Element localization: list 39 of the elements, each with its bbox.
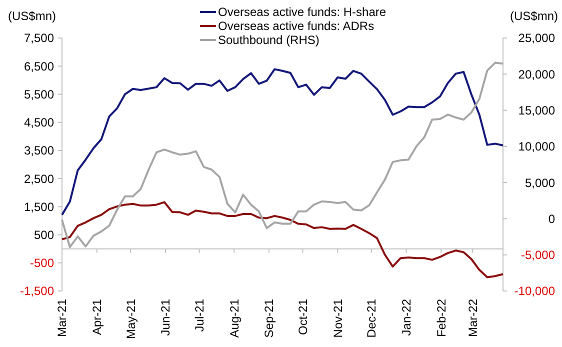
x-tick-label: Aug-21 (227, 298, 242, 338)
y2-tick-label: 0 (548, 212, 556, 226)
y-tick-label: 3,500 (24, 144, 54, 158)
y-tick-label: 6,500 (24, 59, 54, 74)
line-series (61, 62, 504, 248)
y-tick-label: 7,500 (24, 31, 54, 46)
line-series (61, 68, 504, 216)
x-tick-label: Sep-21 (262, 298, 276, 338)
y-tick-label: 2,500 (24, 172, 54, 186)
x-tick-label: Dec-21 (364, 298, 379, 338)
x-tick-label: Feb-22 (434, 298, 448, 338)
y-tick-label: -1,500 (20, 284, 54, 298)
y2-axis-title: (US$mn) (510, 9, 558, 23)
y-tick-label: 1,500 (24, 200, 54, 214)
y2-tick-label: 5,000 (524, 176, 556, 190)
x-tick-label: Jan-22 (399, 298, 414, 336)
y2-tick-label: -10,000 (514, 284, 556, 298)
y-tick-label: 500 (34, 228, 54, 242)
y2-tick-label: 15,000 (518, 103, 556, 118)
y-tick-label: 5,500 (24, 87, 54, 102)
line-series (61, 201, 504, 278)
legend-label: Southbound (RHS) (218, 33, 320, 48)
y-tick-label: -500 (30, 256, 54, 270)
y2-tick-label: 25,000 (518, 31, 556, 46)
y-tick-label: 4,500 (24, 116, 54, 130)
x-tick-label: Mar-21 (55, 298, 70, 338)
legend-label: Overseas active funds: H-share (218, 5, 386, 20)
x-tick-label: Jul-21 (192, 298, 206, 332)
x-tick-label: May-21 (124, 298, 138, 340)
x-tick-label: Apr-21 (90, 298, 104, 336)
y-axis-title: (US$mn) (8, 9, 56, 23)
x-tick-label: Jun-21 (158, 298, 173, 336)
y2-tick-label: -5,000 (520, 248, 556, 262)
y2-tick-label: 10,000 (518, 140, 556, 154)
legend-label: Overseas active funds: ADRs (218, 19, 374, 34)
x-tick-label: Mar-22 (466, 298, 480, 338)
x-tick-label: Oct-21 (296, 298, 310, 336)
y2-tick-label: 20,000 (518, 67, 556, 82)
x-tick-label: Nov-21 (330, 298, 345, 338)
